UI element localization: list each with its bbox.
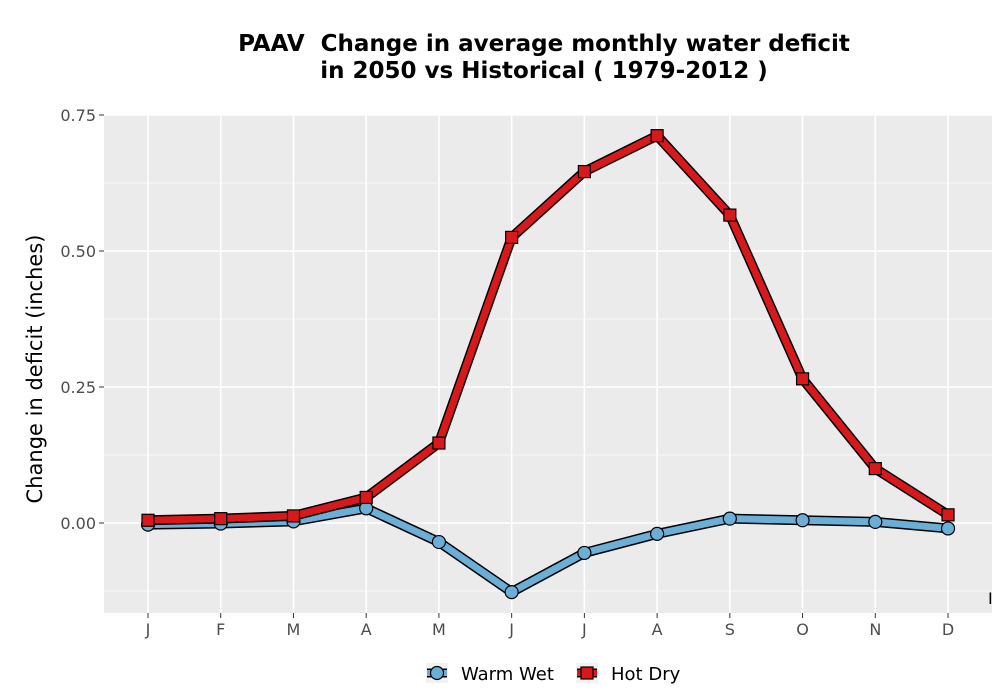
- data-point-square: [214, 512, 228, 526]
- legend-label: Warm Wet: [461, 664, 554, 685]
- series-line-0: [144, 504, 952, 596]
- data-point-square: [941, 508, 955, 522]
- data-point-square: [723, 208, 737, 222]
- data-point-square: [577, 164, 591, 179]
- data-point-square: [505, 230, 519, 244]
- data-point-circle: [722, 511, 737, 526]
- data-point-circle: [650, 526, 665, 541]
- data-point-square: [286, 509, 301, 523]
- x-tick-label: J: [581, 620, 587, 639]
- chart-title-line-1: PAAV Change in average monthly water def…: [238, 31, 850, 57]
- x-tick-label: S: [725, 620, 735, 639]
- x-tick-label: O: [796, 620, 809, 639]
- data-point-circle: [577, 545, 592, 561]
- legend-marker-square: [580, 666, 594, 680]
- y-tick-label: 0.75: [60, 106, 96, 125]
- y-tick-label: 0.25: [60, 378, 96, 397]
- x-tick-label: A: [652, 620, 663, 639]
- x-tick-label: M: [432, 620, 446, 639]
- chart-title-line-2: in 2050 vs Historical ( 1979-2012 ): [320, 58, 768, 84]
- x-tick-label: J: [145, 620, 151, 639]
- data-point-square: [868, 462, 882, 476]
- data-point-circle: [795, 513, 810, 528]
- x-tick-label: D: [942, 620, 954, 639]
- y-axis-label: Change in deficit (inches): [23, 235, 47, 504]
- data-point-circle: [431, 534, 447, 550]
- plot-panel: [104, 115, 992, 613]
- data-point-circle: [868, 514, 883, 530]
- y-tick-label: 0.50: [60, 242, 96, 261]
- x-tick-label: A: [361, 620, 372, 639]
- data-point-square: [650, 129, 664, 143]
- series-line-1: [144, 132, 952, 524]
- data-point-circle: [940, 521, 956, 536]
- y-tick-label: 0.00: [60, 514, 96, 533]
- data-point-square: [432, 436, 446, 450]
- x-tick-label: M: [287, 620, 301, 639]
- data-point-square: [141, 513, 155, 527]
- data-point-square: [359, 490, 373, 505]
- data-point-square: [795, 372, 810, 386]
- x-tick-label: N: [869, 620, 881, 639]
- legend-label: Hot Dry: [611, 664, 681, 685]
- x-tick-label: J: [508, 620, 514, 639]
- stray-label: I: [988, 589, 993, 608]
- legend-marker-circle: [429, 665, 445, 681]
- data-point-circle: [504, 584, 519, 600]
- x-tick-label: F: [216, 620, 225, 639]
